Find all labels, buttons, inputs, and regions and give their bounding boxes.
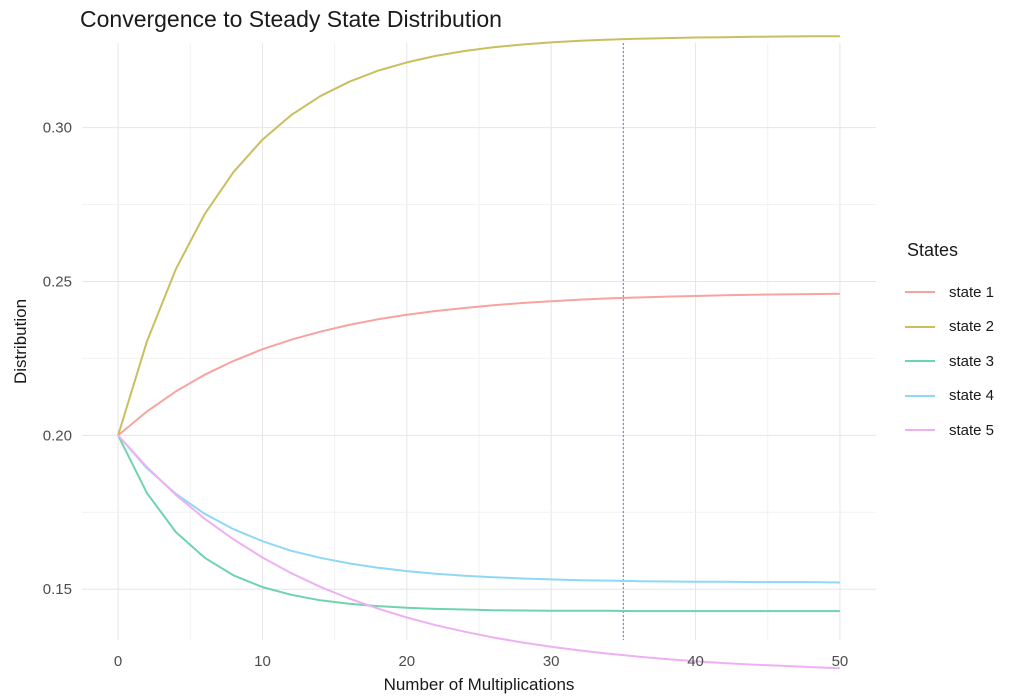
series-line-state-5 xyxy=(117,434,840,670)
legend-label: state 5 xyxy=(949,421,995,439)
chart-title: Convergence to Steady State Distribution xyxy=(80,6,502,32)
x-tick-label: 30 xyxy=(543,653,560,670)
legend-swatch xyxy=(905,394,935,397)
series-line-state-3 xyxy=(117,434,840,613)
y-axis-title: Distribution xyxy=(11,299,30,384)
x-axis-title: Number of Multiplications xyxy=(384,675,575,694)
legend-title: States xyxy=(907,240,959,260)
x-tick-label: 0 xyxy=(114,653,122,670)
legend-swatch xyxy=(905,291,935,294)
legend-item: state 4 xyxy=(905,379,1020,414)
y-tick-label: 0.30 xyxy=(43,120,72,137)
series-line-state-2 xyxy=(117,35,840,436)
legend-item: state 1 xyxy=(905,275,1020,310)
legend-swatch xyxy=(905,429,935,432)
legend-swatch xyxy=(905,325,935,328)
legend-label: state 1 xyxy=(949,283,995,301)
series-line-state-1 xyxy=(117,292,840,437)
y-tick-labels: 0.15 0.20 0.25 0.30 xyxy=(43,120,72,599)
legend-swatch xyxy=(905,360,935,363)
x-tick-labels: 0 10 20 30 40 50 xyxy=(114,653,848,670)
legend-item: state 3 xyxy=(905,344,1020,379)
x-tick-label: 40 xyxy=(687,653,704,670)
y-tick-label: 0.15 xyxy=(43,581,72,598)
x-tick-label: 20 xyxy=(398,653,415,670)
legend-item: state 5 xyxy=(905,413,1020,448)
series-lines xyxy=(117,35,840,670)
y-tick-label: 0.20 xyxy=(43,427,72,444)
grid xyxy=(82,43,876,640)
legend-label: state 2 xyxy=(949,318,995,336)
series-line-state-4 xyxy=(117,434,840,584)
legend-label: state 3 xyxy=(949,352,995,370)
y-tick-label: 0.25 xyxy=(43,273,72,290)
x-tick-label: 10 xyxy=(254,653,271,670)
x-tick-label: 50 xyxy=(832,653,849,670)
legend: States state 1 state 2 state 3 state 4 state… xyxy=(905,240,1020,448)
legend-label: state 4 xyxy=(949,387,995,405)
legend-item: state 2 xyxy=(905,310,1020,345)
